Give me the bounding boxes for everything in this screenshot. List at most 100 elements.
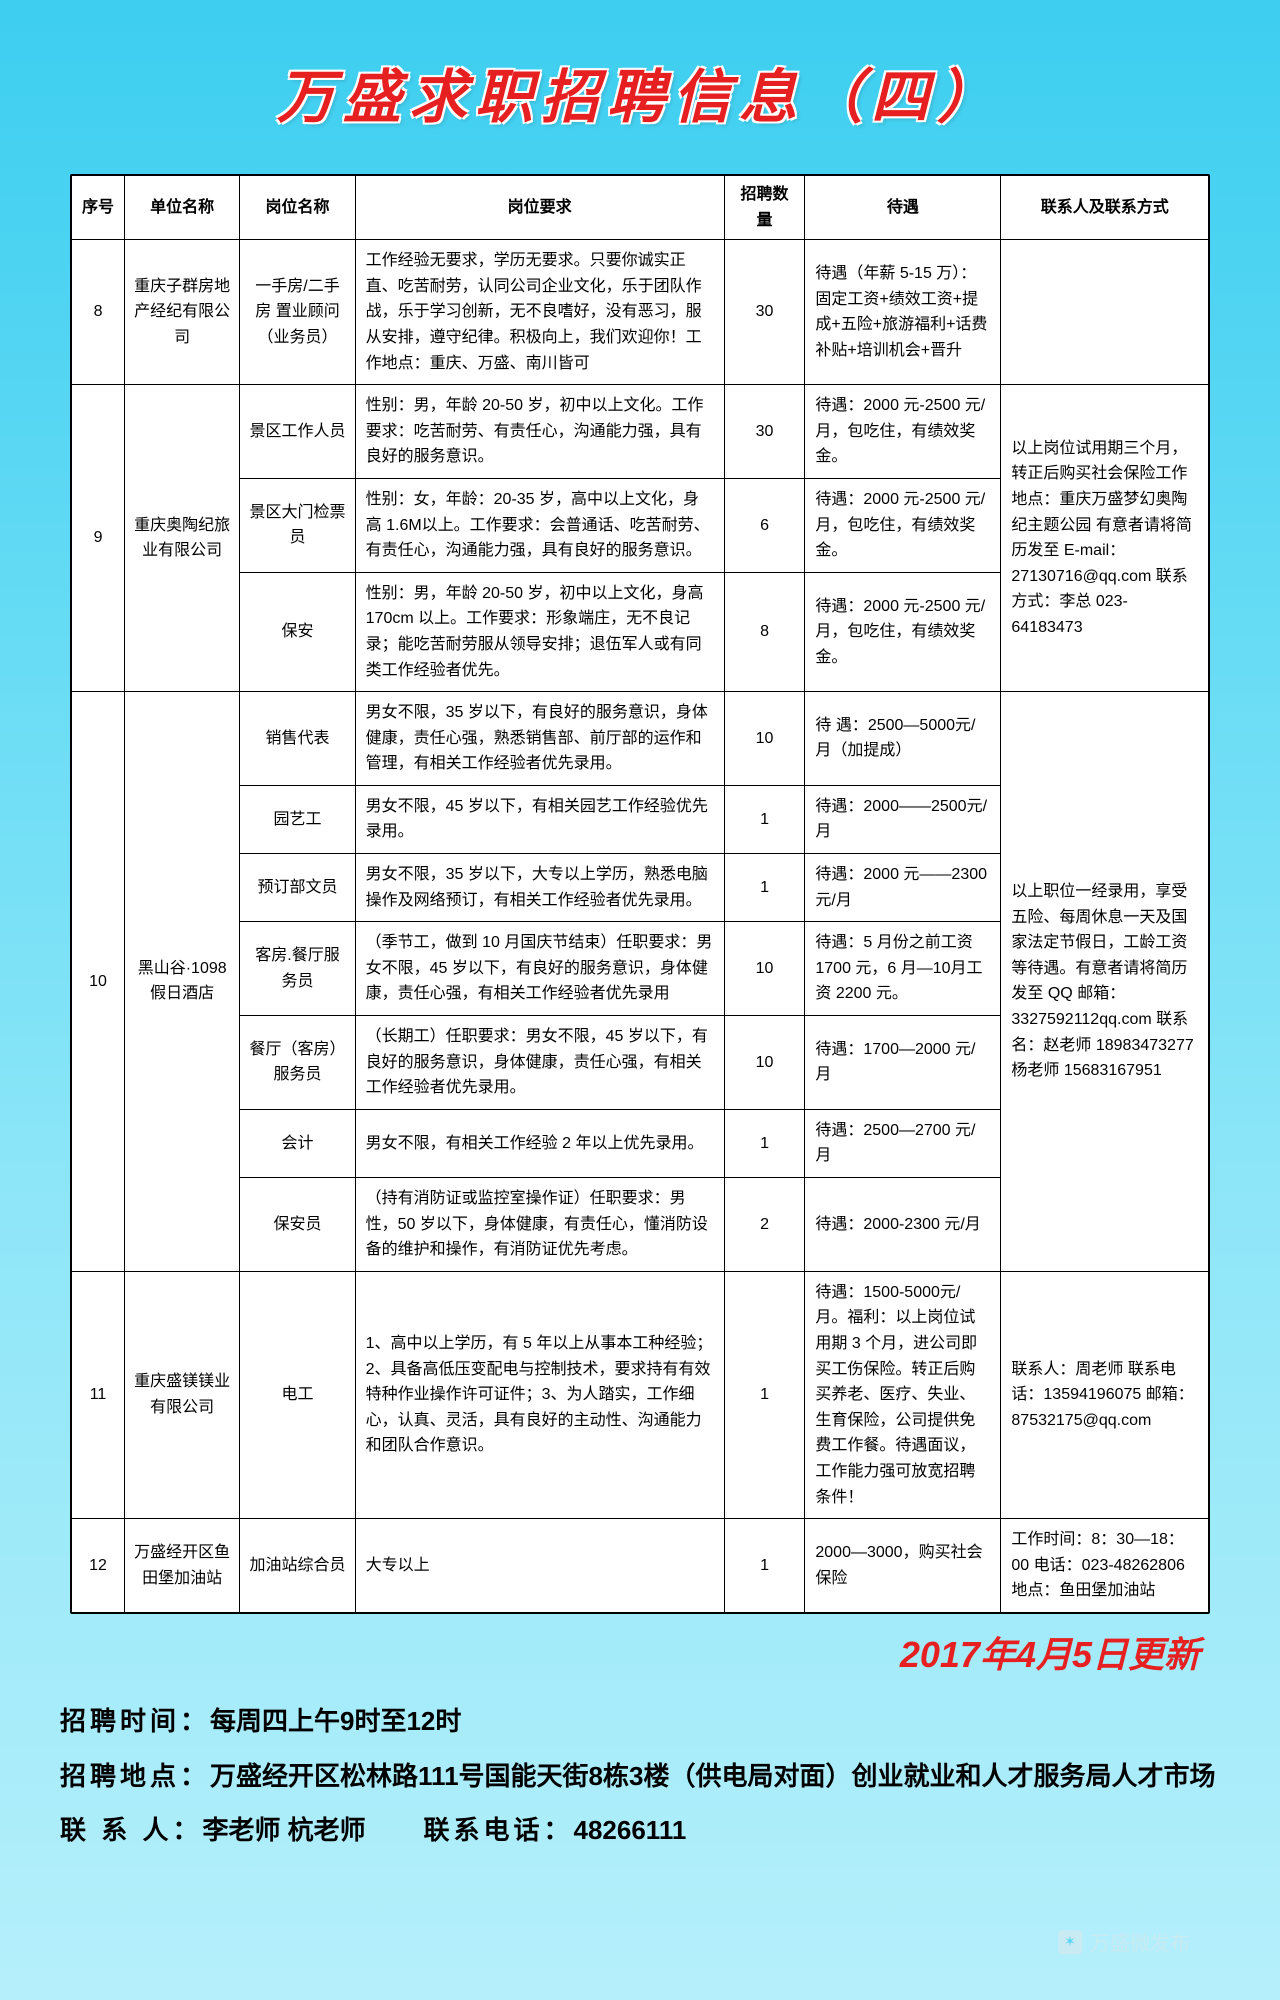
cell-count: 30 [724, 385, 805, 479]
cell-no: 8 [72, 240, 125, 385]
cell-position: 会计 [240, 1109, 355, 1177]
footer-contact: 联 系 人：李老师 杭老师 联系电话：48266111 [60, 1803, 1220, 1858]
cell-company: 重庆奥陶纪旅业有限公司 [125, 385, 240, 692]
cell-no: 11 [72, 1271, 125, 1518]
footer-phone-value: 48266111 [574, 1815, 687, 1845]
footer-contact-label: 联 系 人： [60, 1815, 202, 1845]
cell-treatment: 待 遇：2500—5000元/月（加提成） [805, 692, 1001, 786]
cell-requirement: 1、高中以上学历，有 5 年以上从事本工种经验；2、具备高低压变配电与控制技术，… [355, 1271, 724, 1518]
cell-position: 保安员 [240, 1178, 355, 1272]
cell-treatment: 待遇：1700—2000 元/月 [805, 1016, 1001, 1110]
cell-company: 黑山谷·1098 假日酒店 [125, 692, 240, 1272]
cell-position: 景区大门检票员 [240, 478, 355, 572]
cell-count: 2 [724, 1178, 805, 1272]
cell-treatment: 待遇：5 月份之前工资 1700 元，6 月—10月工资 2200 元。 [805, 922, 1001, 1016]
cell-treatment: 待遇：2000 元-2500 元/月，包吃住，有绩效奖金。 [805, 385, 1001, 479]
cell-requirement: 性别：女，年龄：20-35 岁，高中以上文化，身高 1.6M以上。工作要求：会普… [355, 478, 724, 572]
cell-no: 12 [72, 1519, 125, 1613]
cell-no: 10 [72, 692, 125, 1272]
col-contact: 联系人及联系方式 [1001, 176, 1209, 240]
table-row: 8重庆子群房地产经纪有限公司一手房/二手房 置业顾问（业务员）工作经验无要求，学… [72, 240, 1209, 385]
cell-contact: 联系人：周老师 联系电话：13594196075 邮箱：87532175@qq.… [1001, 1271, 1209, 1518]
cell-treatment: 待遇：2000——2500元/月 [805, 785, 1001, 853]
cell-position: 园艺工 [240, 785, 355, 853]
cell-count: 1 [724, 785, 805, 853]
cell-requirement: 性别：男，年龄 20-50 岁，初中以上文化。工作要求：吃苦耐劳、有责任心，沟通… [355, 385, 724, 479]
cell-position: 客房.餐厅服务员 [240, 922, 355, 1016]
cell-requirement: 工作经验无要求，学历无要求。只要你诚实正直、吃苦耐劳，认同公司企业文化，乐于团队… [355, 240, 724, 385]
col-count: 招聘数量 [724, 176, 805, 240]
table-row: 12万盛经开区鱼田堡加油站加油站综合员大专以上12000—3000，购买社会保险… [72, 1519, 1209, 1613]
cell-company: 重庆盛镁镁业有限公司 [125, 1271, 240, 1518]
cell-contact: 以上职位一经录用，享受五险、每周休息一天及国家法定节假日，工龄工资等待遇。有意者… [1001, 692, 1209, 1272]
footer-time: 招聘时间：每周四上午9时至12时 [60, 1694, 1220, 1749]
cell-position: 加油站综合员 [240, 1519, 355, 1613]
update-date: 2017年4月5日更新 [0, 1626, 1200, 1678]
cell-requirement: （长期工）任职要求：男女不限，45 岁以下，有良好的服务意识，身体健康，责任心强… [355, 1016, 724, 1110]
cell-requirement: 男女不限，35 岁以下，有良好的服务意识，身体健康，责任心强，熟悉销售部、前厅部… [355, 692, 724, 786]
cell-no: 9 [72, 385, 125, 692]
table-header-row: 序号 单位名称 岗位名称 岗位要求 招聘数量 待遇 联系人及联系方式 [72, 176, 1209, 240]
cell-position: 电工 [240, 1271, 355, 1518]
cell-position: 景区工作人员 [240, 385, 355, 479]
title-heading: 万盛求职招聘信息（四） [0, 50, 1280, 134]
watermark-text: 万盛微发布 [1090, 1927, 1190, 1956]
cell-requirement: 大专以上 [355, 1519, 724, 1613]
cell-position: 销售代表 [240, 692, 355, 786]
cell-requirement: 男女不限，有相关工作经验 2 年以上优先录用。 [355, 1109, 724, 1177]
cell-treatment: 待遇：2000 元-2500 元/月，包吃住，有绩效奖金。 [805, 572, 1001, 691]
table-row: 9重庆奥陶纪旅业有限公司景区工作人员性别：男，年龄 20-50 岁，初中以上文化… [72, 385, 1209, 479]
footer-addr-value: 万盛经开区松林路111号国能天街8栋3楼（供电局对面）创业就业和人才服务局人才市… [210, 1761, 1215, 1791]
cell-contact: 工作时间：8：30—18：00 电话：023-48262806 地点：鱼田堡加油… [1001, 1519, 1209, 1613]
cell-count: 30 [724, 240, 805, 385]
cell-requirement: 男女不限，45 岁以下，有相关园艺工作经验优先录用。 [355, 785, 724, 853]
cell-requirement: （持有消防证或监控室操作证）任职要求：男性，50 岁以下，身体健康，有责任心，懂… [355, 1178, 724, 1272]
col-no: 序号 [72, 176, 125, 240]
footer-addr-label: 招聘地点： [60, 1761, 210, 1791]
cell-count: 10 [724, 692, 805, 786]
cell-treatment: 待遇：2000-2300 元/月 [805, 1178, 1001, 1272]
cell-count: 8 [724, 572, 805, 691]
cell-treatment: 待遇：1500-5000元/月。福利：以上岗位试用期 3 个月，进公司即买工伤保… [805, 1271, 1001, 1518]
cell-count: 1 [724, 854, 805, 922]
job-table-container: 序号 单位名称 岗位名称 岗位要求 招聘数量 待遇 联系人及联系方式 8重庆子群… [70, 174, 1210, 1614]
cell-company: 万盛经开区鱼田堡加油站 [125, 1519, 240, 1613]
cell-count: 1 [724, 1271, 805, 1518]
cell-requirement: 性别：男，年龄 20-50 岁，初中以上文化，身高 170cm 以上。工作要求：… [355, 572, 724, 691]
cell-count: 10 [724, 1016, 805, 1110]
col-position: 岗位名称 [240, 176, 355, 240]
table-row: 11重庆盛镁镁业有限公司电工1、高中以上学历，有 5 年以上从事本工种经验；2、… [72, 1271, 1209, 1518]
cell-position: 预订部文员 [240, 854, 355, 922]
cell-treatment: 待遇（年薪 5-15 万）：固定工资+绩效工资+提成+五险+旅游福利+话费补贴+… [805, 240, 1001, 385]
col-company: 单位名称 [125, 176, 240, 240]
footer-time-label: 招聘时间： [60, 1706, 210, 1736]
col-treatment: 待遇 [805, 176, 1001, 240]
footer-info: 招聘时间：每周四上午9时至12时 招聘地点：万盛经开区松林路111号国能天街8栋… [60, 1694, 1220, 1858]
wechat-icon: ✶ [1058, 1930, 1082, 1954]
cell-treatment: 待遇：2000 元——2300元/月 [805, 854, 1001, 922]
footer-contact-value: 李老师 杭老师 [202, 1815, 365, 1845]
cell-contact [1001, 240, 1209, 385]
cell-treatment: 待遇：2000 元-2500 元/月，包吃住，有绩效奖金。 [805, 478, 1001, 572]
table-row: 10黑山谷·1098 假日酒店销售代表男女不限，35 岁以下，有良好的服务意识，… [72, 692, 1209, 786]
footer-addr: 招聘地点：万盛经开区松林路111号国能天街8栋3楼（供电局对面）创业就业和人才服… [60, 1749, 1220, 1804]
cell-position: 餐厅（客房）服务员 [240, 1016, 355, 1110]
cell-count: 1 [724, 1519, 805, 1613]
footer-time-value: 每周四上午9时至12时 [210, 1706, 461, 1736]
cell-treatment: 待遇：2500—2700 元/月 [805, 1109, 1001, 1177]
cell-requirement: 男女不限，35 岁以下，大专以上学历，熟悉电脑操作及网络预订，有相关工作经验者优… [355, 854, 724, 922]
footer-phone-label: 联系电话： [423, 1815, 573, 1845]
cell-count: 10 [724, 922, 805, 1016]
watermark: ✶ 万盛微发布 [1058, 1927, 1190, 1956]
cell-count: 6 [724, 478, 805, 572]
cell-position: 保安 [240, 572, 355, 691]
cell-contact: 以上岗位试用期三个月，转正后购买社会保险工作地点：重庆万盛梦幻奥陶纪主题公园 有… [1001, 385, 1209, 692]
cell-requirement: （季节工，做到 10 月国庆节结束）任职要求：男女不限，45 岁以下，有良好的服… [355, 922, 724, 1016]
col-requirement: 岗位要求 [355, 176, 724, 240]
cell-treatment: 2000—3000，购买社会保险 [805, 1519, 1001, 1613]
cell-count: 1 [724, 1109, 805, 1177]
job-table: 序号 单位名称 岗位名称 岗位要求 招聘数量 待遇 联系人及联系方式 8重庆子群… [71, 175, 1209, 1613]
cell-position: 一手房/二手房 置业顾问（业务员） [240, 240, 355, 385]
page-title: 万盛求职招聘信息（四） [0, 0, 1280, 164]
cell-company: 重庆子群房地产经纪有限公司 [125, 240, 240, 385]
